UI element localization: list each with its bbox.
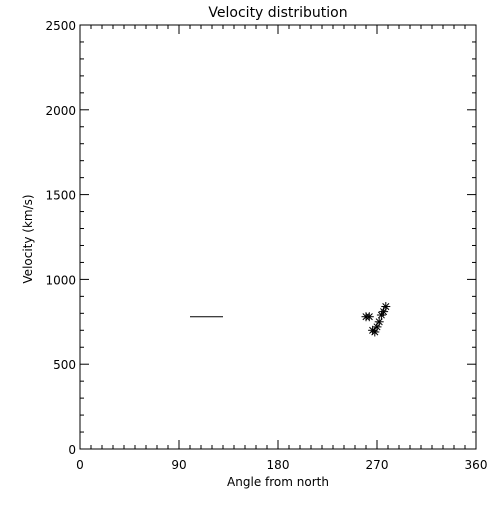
y-tick-label: 1000 [45, 273, 76, 287]
y-tick-label: 2500 [45, 19, 76, 33]
data-point [381, 302, 391, 312]
x-axis-label: Angle from north [227, 475, 329, 489]
y-tick-label: 500 [53, 358, 76, 372]
y-tick-label: 0 [68, 443, 76, 457]
data-point [374, 317, 384, 327]
x-tick-label: 0 [76, 458, 84, 472]
asterisk-stroke [382, 303, 390, 311]
axis-tick-labels: 0 90 180 270 360 0 500 1000 1500 2000 2500 [45, 19, 487, 472]
data-point [364, 312, 374, 322]
y-tick-label: 2000 [45, 104, 76, 118]
x-tick-label: 270 [366, 458, 389, 472]
x-tick-label: 180 [267, 458, 290, 472]
y-tick-label: 1500 [45, 189, 76, 203]
data-marks [190, 302, 391, 337]
axis-ticks [79, 24, 477, 450]
plot-area-frame [79, 24, 477, 450]
x-tick-label: 360 [465, 458, 488, 472]
chart-title: Velocity distribution [208, 5, 347, 21]
x-tick-label: 90 [171, 458, 186, 472]
asterisk-stroke [365, 313, 373, 321]
asterisk-stroke [375, 318, 383, 326]
y-axis-label: Velocity (km/s) [21, 194, 35, 283]
